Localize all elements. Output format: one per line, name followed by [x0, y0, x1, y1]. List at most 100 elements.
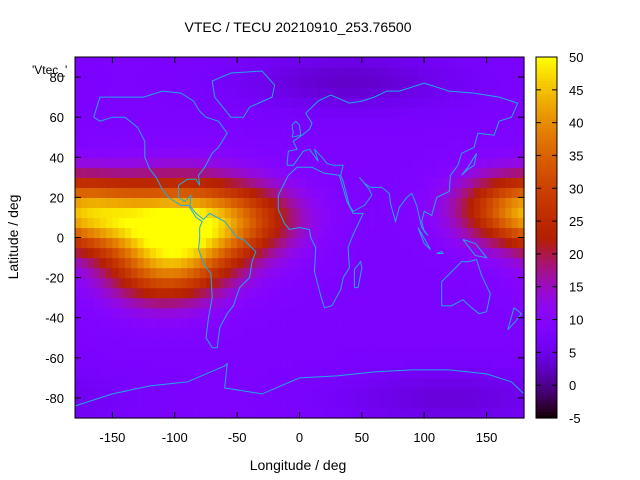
heatmap-cell: [106, 347, 114, 359]
y-tick-label: 20: [50, 190, 64, 205]
heatmap-cell: [324, 367, 332, 379]
heatmap-cell: [461, 117, 469, 128]
heatmap-cell: [467, 247, 475, 259]
heatmap-cell: [324, 137, 332, 148]
heatmap-cell: [268, 157, 276, 168]
heatmap-cell: [424, 407, 432, 419]
heatmap-cell: [330, 267, 338, 279]
heatmap-cell: [374, 397, 382, 409]
heatmap-cell: [224, 147, 232, 158]
heatmap-cell: [449, 337, 457, 349]
heatmap-cell: [361, 187, 369, 198]
heatmap-cell: [511, 397, 519, 409]
heatmap-cell: [461, 127, 469, 138]
colorbar-segment: [536, 148, 557, 153]
heatmap-cell: [336, 157, 344, 168]
heatmap-cell: [461, 77, 469, 88]
heatmap-cell: [249, 77, 257, 88]
heatmap-cell: [474, 127, 481, 138]
heatmap-cell: [262, 297, 269, 309]
heatmap-cell: [442, 197, 450, 209]
heatmap-cell: [405, 117, 413, 128]
heatmap-cell: [380, 327, 388, 339]
heatmap-cell: [311, 117, 319, 128]
colorbar-segment: [536, 217, 557, 222]
heatmap-cell: [492, 97, 500, 108]
heatmap-cell: [212, 367, 220, 379]
heatmap-cell: [99, 237, 107, 249]
heatmap-cell: [131, 147, 138, 158]
heatmap-cell: [87, 237, 95, 249]
heatmap-cell: [455, 137, 463, 148]
heatmap-cell: [149, 407, 157, 419]
heatmap-cell: [156, 207, 163, 219]
heatmap-cell: [293, 147, 301, 158]
heatmap-cell: [280, 287, 288, 299]
heatmap-cell: [118, 167, 126, 178]
heatmap-cell: [212, 167, 220, 178]
heatmap-cell: [449, 267, 457, 279]
heatmap-cell: [511, 177, 519, 188]
heatmap-cell: [205, 207, 213, 219]
heatmap-cell: [499, 317, 506, 329]
heatmap-cell: [118, 317, 126, 329]
heatmap-cell: [174, 77, 182, 88]
coastline-path: [353, 260, 363, 289]
heatmap-cell: [174, 387, 182, 399]
heatmap-cell: [174, 407, 182, 419]
heatmap-cell: [162, 187, 170, 198]
heatmap-cell: [336, 167, 344, 178]
heatmap-cell: [212, 127, 220, 138]
heatmap-cell: [411, 97, 419, 108]
heatmap-cell: [174, 307, 182, 319]
heatmap-cell: [480, 57, 488, 68]
heatmap-cell: [255, 357, 263, 369]
heatmap-cell: [442, 267, 450, 279]
heatmap-cell: [149, 357, 157, 369]
heatmap-cell: [212, 377, 220, 389]
heatmap-cell: [280, 277, 288, 289]
heatmap-cell: [99, 317, 107, 329]
heatmap-cell: [442, 67, 450, 78]
heatmap-cell: [324, 377, 332, 389]
heatmap-cell: [417, 57, 425, 68]
heatmap-cell: [430, 157, 438, 168]
heatmap-cell: [305, 107, 313, 118]
heatmap-cell: [212, 317, 220, 329]
heatmap-cell: [181, 147, 188, 158]
heatmap-cell: [262, 117, 269, 128]
heatmap-cell: [137, 307, 145, 319]
heatmap-cell: [361, 197, 369, 209]
heatmap-cell: [181, 357, 188, 369]
heatmap-cell: [99, 117, 107, 128]
heatmap-cell: [81, 247, 89, 259]
heatmap-cell: [461, 397, 469, 409]
heatmap-cell: [287, 197, 294, 209]
heatmap-cell: [474, 287, 481, 299]
heatmap-cell: [274, 407, 282, 419]
heatmap-cell: [436, 187, 444, 198]
heatmap-cell: [405, 307, 413, 319]
heatmap-cell: [324, 337, 332, 349]
heatmap-cell: [393, 397, 400, 409]
heatmap-cell: [268, 147, 276, 158]
heatmap-cell: [436, 237, 444, 249]
heatmap-cell: [93, 167, 101, 178]
heatmap-cell: [199, 137, 207, 148]
heatmap-cell: [517, 277, 525, 289]
heatmap-cell: [324, 147, 332, 158]
colorbar-segment: [536, 240, 557, 245]
heatmap-cell: [124, 367, 132, 379]
heatmap-cell: [174, 57, 182, 68]
heatmap-cell: [442, 217, 450, 229]
colorbar-segment: [536, 244, 557, 248]
heatmap-cell: [187, 207, 195, 219]
heatmap-cell: [517, 227, 525, 239]
heatmap-cell: [87, 407, 95, 419]
heatmap-cell: [149, 337, 157, 349]
heatmap-cell: [174, 327, 182, 339]
heatmap-cell: [137, 357, 145, 369]
heatmap-cell: [193, 67, 201, 78]
heatmap-cell: [280, 387, 288, 399]
heatmap-cell: [181, 77, 188, 88]
